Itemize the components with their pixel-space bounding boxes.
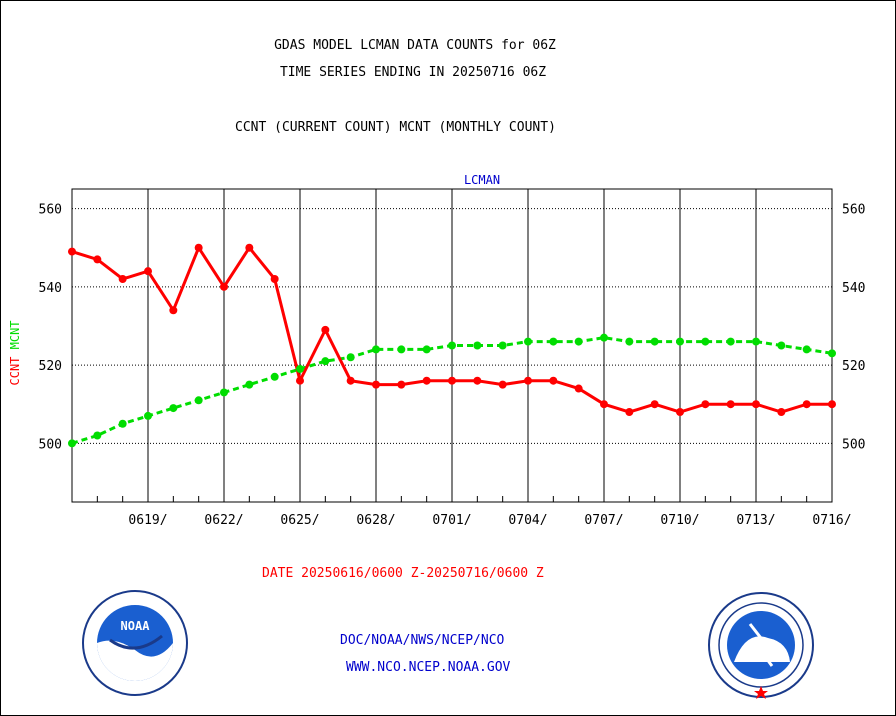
x-tick-label: 0619/ (128, 513, 167, 528)
data-point-ccnt (549, 376, 558, 385)
data-point-mcnt (473, 341, 482, 350)
data-point-ccnt (296, 376, 304, 385)
x-tick-label: 0707/ (584, 513, 623, 528)
data-point-ccnt (625, 408, 634, 417)
data-point-mcnt (118, 419, 127, 428)
data-point-ccnt (802, 400, 811, 409)
y-tick-label-left: 540 (39, 281, 62, 296)
data-point-ccnt (346, 376, 355, 385)
data-point-ccnt (68, 247, 76, 256)
x-tick-label: 0710/ (660, 513, 699, 528)
data-point-ccnt (220, 282, 228, 291)
data-point-mcnt (625, 337, 634, 346)
x-tick-label: 0701/ (432, 513, 471, 528)
data-point-ccnt (118, 274, 127, 283)
data-point-mcnt (346, 353, 355, 362)
data-point-ccnt (321, 325, 330, 334)
data-point-ccnt (194, 243, 203, 252)
data-point-mcnt (270, 372, 279, 381)
x-tick-label: 0713/ (736, 513, 775, 528)
y-tick-label-left: 500 (39, 437, 62, 452)
data-point-ccnt (726, 400, 735, 409)
data-point-mcnt (321, 357, 330, 366)
data-point-mcnt (828, 349, 836, 358)
data-point-ccnt (777, 408, 786, 417)
data-point-mcnt (372, 345, 380, 354)
data-point-mcnt (498, 341, 507, 350)
x-tick-label: 0625/ (280, 513, 319, 528)
x-tick-label: 0716/ (812, 513, 851, 528)
data-point-ccnt (144, 267, 152, 276)
data-point-mcnt (524, 337, 532, 346)
chart-title-line1: GDAS MODEL LCMAN DATA COUNTS for 06Z (274, 38, 556, 53)
website-link[interactable]: WWW.NCO.NCEP.NOAA.GOV (346, 660, 511, 675)
data-point-ccnt (422, 376, 431, 385)
x-tick-label: 0622/ (204, 513, 243, 528)
y-tick-label-left: 520 (39, 359, 62, 374)
data-point-mcnt (752, 337, 760, 346)
data-point-ccnt (701, 400, 710, 409)
data-point-ccnt (752, 400, 760, 409)
data-point-mcnt (93, 431, 102, 440)
data-point-mcnt (701, 337, 710, 346)
date-range-label: DATE 20250616/0600 Z-20250716/0600 Z (262, 566, 544, 581)
data-point-ccnt (676, 408, 684, 417)
y-axis-label-mcnt: MCNT (8, 320, 22, 349)
data-point-mcnt (169, 404, 178, 413)
plot-title: LCMAN (464, 173, 500, 187)
data-point-mcnt (676, 337, 684, 346)
noaa-logo-icon: NOAA (82, 590, 188, 696)
data-point-ccnt (448, 376, 456, 385)
data-point-mcnt (777, 341, 786, 350)
noaa-logo-text: NOAA (121, 619, 151, 633)
chart-labels: 500 500 520 520 540 540 560 560 0619/0622/0625/0… (8, 173, 865, 528)
data-point-mcnt (726, 337, 735, 346)
data-point-ccnt (270, 274, 279, 283)
data-point-mcnt (68, 439, 76, 448)
data-point-ccnt (245, 243, 254, 252)
nws-logo-icon (708, 592, 814, 699)
org-label: DOC/NOAA/NWS/NCEP/NCO (340, 633, 505, 648)
chart-subtitle: CCNT (CURRENT COUNT) MCNT (MONTHLY COUNT… (235, 120, 556, 135)
y-tick-label-right: 540 (842, 281, 865, 296)
data-point-ccnt (372, 380, 380, 389)
data-point-ccnt (574, 384, 583, 393)
data-point-ccnt (397, 380, 406, 389)
y-axis-label: CCNT MCNT (8, 320, 22, 385)
data-point-ccnt (650, 400, 659, 409)
data-point-mcnt (422, 345, 431, 354)
data-point-mcnt (296, 364, 304, 373)
x-tick-label: 0628/ (356, 513, 395, 528)
data-point-ccnt (169, 306, 178, 315)
data-point-mcnt (245, 380, 254, 389)
y-tick-label-right: 560 (842, 203, 865, 218)
y-tick-label-right: 520 (842, 359, 865, 374)
data-point-mcnt (194, 396, 203, 405)
y-tick-label-left: 560 (39, 203, 62, 218)
chart-axes (71, 188, 833, 503)
data-point-mcnt (220, 388, 228, 397)
y-axis-label-ccnt: CCNT (8, 349, 22, 385)
data-point-mcnt (650, 337, 659, 346)
chart-title-line2: TIME SERIES ENDING IN 20250716 06Z (279, 65, 547, 80)
x-tick-label: 0704/ (508, 513, 547, 528)
data-point-mcnt (448, 341, 456, 350)
chart-series-points (68, 243, 836, 448)
data-point-mcnt (802, 345, 811, 354)
data-point-mcnt (600, 333, 608, 342)
data-point-ccnt (524, 376, 532, 385)
data-point-ccnt (473, 376, 482, 385)
data-point-ccnt (828, 400, 836, 409)
data-point-ccnt (600, 400, 608, 409)
data-point-mcnt (574, 337, 583, 346)
data-point-ccnt (93, 255, 102, 264)
data-point-mcnt (397, 345, 406, 354)
data-point-ccnt (498, 380, 507, 389)
y-tick-label-right: 500 (842, 437, 865, 452)
data-point-mcnt (144, 411, 152, 420)
data-point-mcnt (549, 337, 558, 346)
